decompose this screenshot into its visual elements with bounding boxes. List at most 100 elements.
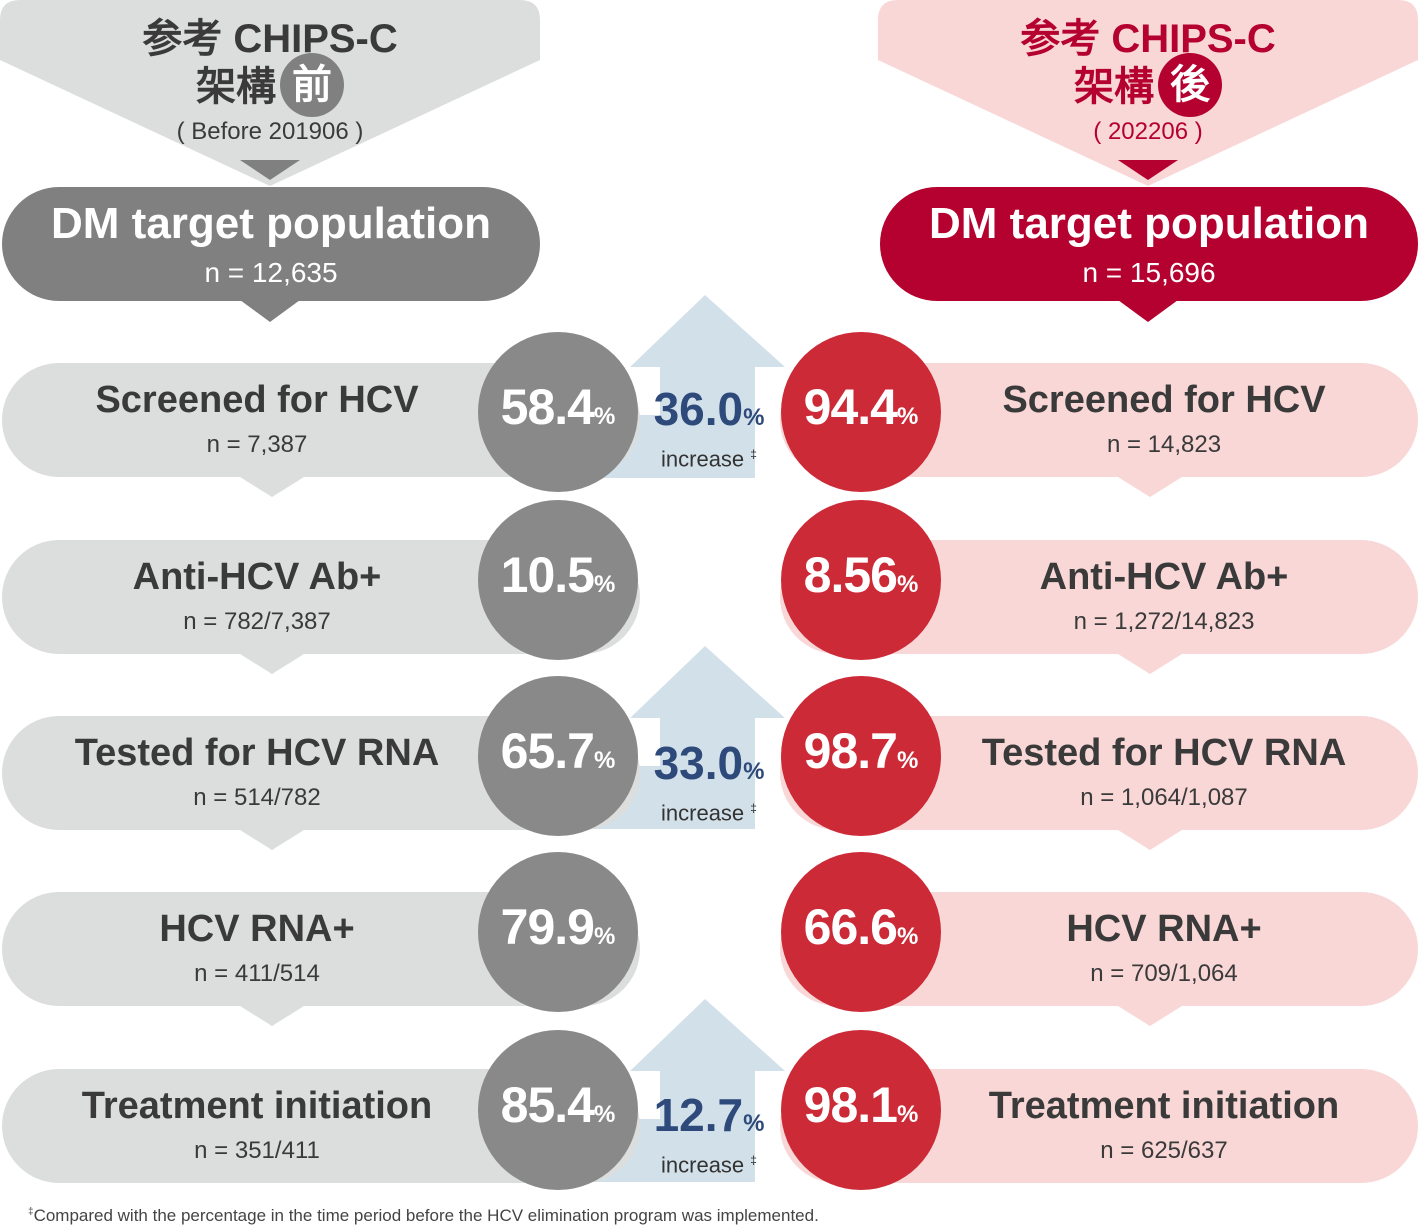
increase-label: increase <box>661 446 745 472</box>
before-step-n: n = 411/514 <box>194 960 320 987</box>
after-header-subtitle-text: 架構 <box>1074 65 1154 109</box>
before-step-notch <box>240 830 304 850</box>
increase-label: increase <box>661 800 745 826</box>
after-step-n: n = 1,064/1,087 <box>1080 784 1248 811</box>
before-pct-value: 58.4 <box>500 379 595 435</box>
after-pct-circle: 98.1% <box>781 1030 941 1190</box>
before-step-n: n = 7,387 <box>206 431 308 458</box>
after-target-n: n = 15,696 <box>1082 257 1216 288</box>
after-period: ( 202206 ) <box>1093 118 1203 145</box>
before-header-pointer <box>240 160 300 180</box>
increase-unit: % <box>743 404 765 431</box>
before-step-label: Anti-HCV Ab+ <box>132 556 382 598</box>
before-badge: 前 <box>280 53 344 118</box>
after-step-n: n = 709/1,064 <box>1090 960 1238 987</box>
after-pct-circle: 66.6% <box>781 852 941 1012</box>
after-pct-unit: % <box>896 571 919 598</box>
before-step-notch <box>240 477 304 497</box>
before-pct-value: 10.5 <box>500 547 595 603</box>
increase-footnote-mark: ‡ <box>750 1153 757 1167</box>
before-step-n: n = 351/411 <box>194 1137 320 1164</box>
before-pct-circle: 79.9% <box>478 852 638 1012</box>
after-pct-value: 8.56 <box>803 547 898 603</box>
before-pct-unit: % <box>593 571 616 598</box>
before-pct-unit: % <box>593 403 616 430</box>
after-step-notch <box>1118 1006 1182 1026</box>
increase-rna-test: 33.0% increase ‡ <box>634 740 784 824</box>
footnote-mark: ‡ <box>28 1206 34 1218</box>
before-header: 参考 CHIPS-C 架構前 ( Before 201906 ) <box>0 0 540 186</box>
before-pct-value: 85.4 <box>500 1077 595 1133</box>
increase-value: 12.7 <box>653 1089 744 1141</box>
after-step-n: n = 1,272/14,823 <box>1073 608 1255 635</box>
footnote-text: Compared with the percentage in the time… <box>33 1206 819 1225</box>
before-period: ( Before 201906 ) <box>176 118 364 145</box>
after-step-notch <box>1118 830 1182 850</box>
after-step-n: n = 625/637 <box>1100 1137 1228 1164</box>
before-header-subtitle-text: 架構 <box>196 65 276 109</box>
before-step-n: n = 514/782 <box>193 784 321 811</box>
before-pct-circle: 10.5% <box>478 500 638 660</box>
after-pct-value: 98.7 <box>803 723 898 779</box>
before-pct-circle: 85.4% <box>478 1030 638 1190</box>
before-pct-value: 79.9 <box>500 899 595 955</box>
increase-treatment: 12.7% increase ‡ <box>634 1092 784 1176</box>
increase-label: increase <box>661 1152 745 1178</box>
after-badge: 後 <box>1158 53 1222 118</box>
before-step-notch <box>240 654 304 674</box>
after-target-population: DM target population n = 15,696 <box>880 187 1418 301</box>
increase-screened: 36.0% increase ‡ <box>634 386 784 470</box>
before-target-notch <box>240 300 300 322</box>
before-pct-unit: % <box>593 923 616 950</box>
after-header-arrow-shape <box>878 0 1418 186</box>
before-pct-value: 65.7 <box>500 723 595 779</box>
increase-value: 33.0 <box>653 737 744 789</box>
before-step-label: Tested for HCV RNA <box>74 732 440 774</box>
after-pct-unit: % <box>896 403 919 430</box>
increase-unit: % <box>743 758 765 785</box>
after-header-subtitle: 架構後 <box>878 53 1418 121</box>
after-pct-unit: % <box>896 1101 919 1128</box>
before-pct-unit: % <box>593 747 616 774</box>
before-step-label: Screened for HCV <box>95 379 419 421</box>
after-target-title: DM target population <box>929 199 1369 248</box>
before-pct-circle: 58.4% <box>478 332 638 492</box>
before-header-arrow-shape <box>0 0 540 186</box>
after-step-label: Tested for HCV RNA <box>981 732 1347 774</box>
increase-footnote-mark: ‡ <box>750 447 757 461</box>
footnote: ‡Compared with the percentage in the tim… <box>28 1206 819 1226</box>
after-step-n: n = 14,823 <box>1106 431 1222 458</box>
after-pct-circle: 98.7% <box>781 676 941 836</box>
after-step-label: HCV RNA+ <box>1066 908 1262 950</box>
increase-unit: % <box>743 1110 765 1137</box>
after-step-label: Treatment initiation <box>988 1085 1340 1127</box>
before-pct-unit: % <box>593 1101 616 1128</box>
after-target-notch <box>1118 300 1178 322</box>
after-pct-value: 66.6 <box>803 899 898 955</box>
after-step-notch <box>1118 477 1182 497</box>
before-header-subtitle: 架構前 <box>0 53 540 121</box>
after-pct-value: 98.1 <box>803 1077 898 1133</box>
after-pct-unit: % <box>896 923 919 950</box>
after-header-pointer <box>1118 160 1178 180</box>
increase-footnote-mark: ‡ <box>750 801 757 815</box>
after-pct-value: 94.4 <box>803 379 898 435</box>
after-step-label: Screened for HCV <box>1002 379 1326 421</box>
before-step-n: n = 782/7,387 <box>183 608 331 635</box>
increase-value: 36.0 <box>653 383 744 435</box>
after-step-label: Anti-HCV Ab+ <box>1039 556 1289 598</box>
before-step-label: Treatment initiation <box>81 1085 433 1127</box>
after-header-title: 参考 CHIPS-C <box>1020 17 1276 61</box>
after-header: 参考 CHIPS-C 架構後 ( 202206 ) <box>878 0 1418 186</box>
before-header-title: 参考 CHIPS-C <box>142 17 398 61</box>
before-target-title: DM target population <box>51 199 491 248</box>
after-pct-unit: % <box>896 747 919 774</box>
after-pct-circle: 94.4% <box>781 332 941 492</box>
after-pct-circle: 8.56% <box>781 500 941 660</box>
after-step-notch <box>1118 654 1182 674</box>
before-pct-circle: 65.7% <box>478 676 638 836</box>
before-target-n: n = 12,635 <box>204 257 338 288</box>
before-step-label: HCV RNA+ <box>159 908 355 950</box>
before-target-population: DM target population n = 12,635 <box>2 187 540 301</box>
before-step-notch <box>240 1006 304 1026</box>
